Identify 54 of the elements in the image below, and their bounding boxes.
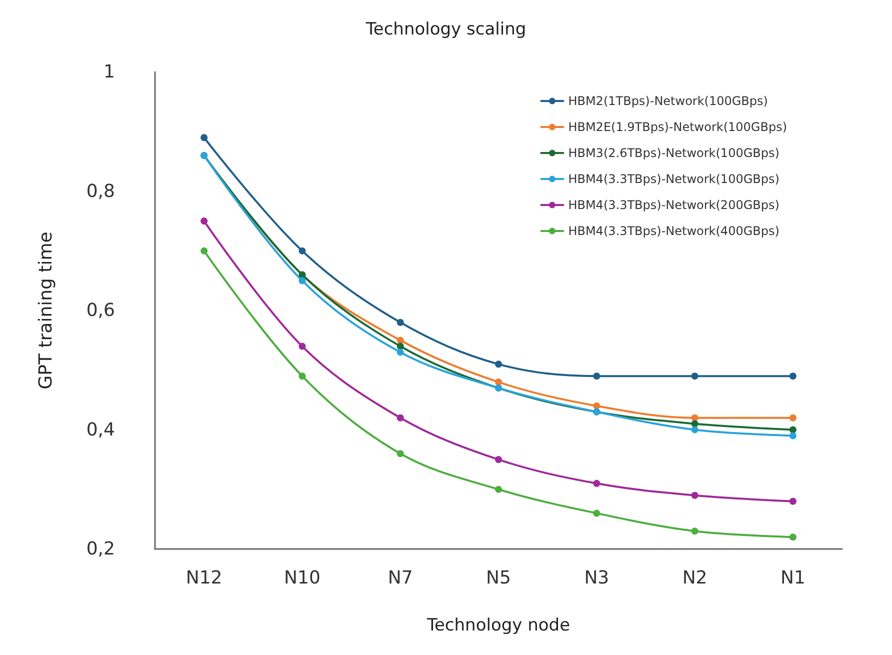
point: [396, 336, 404, 344]
point: [691, 414, 698, 422]
point: [396, 414, 404, 422]
point: [789, 432, 796, 440]
x-tick-label: N10: [284, 568, 320, 588]
x-tick-label: N5: [486, 568, 511, 588]
point: [298, 277, 306, 284]
point: [495, 360, 502, 368]
point: [789, 498, 796, 505]
point: [789, 534, 796, 541]
legend-label: HBM4(3.3TBps)-Network(400GBps): [568, 224, 780, 238]
point: [593, 480, 600, 487]
y-axis-title: GPT training time: [36, 232, 56, 390]
y-tick-label: 0,8: [86, 180, 115, 202]
point: [200, 247, 208, 254]
legend-label: HBM4(3.3TBps)-Network(100GBps): [568, 172, 780, 186]
point: [495, 486, 502, 493]
y-tick-label: 1: [104, 62, 115, 82]
point: [396, 342, 404, 350]
point: [200, 134, 208, 142]
chart-title: Technology scaling: [364, 20, 526, 40]
point: [789, 372, 796, 380]
point: [200, 218, 208, 225]
point: [691, 528, 698, 535]
point: [495, 456, 502, 464]
point: [691, 492, 698, 499]
x-tick-label: N12: [186, 568, 222, 588]
point: [593, 510, 600, 517]
x-tick-label: N3: [584, 568, 610, 588]
point: [396, 450, 404, 458]
legend-label: HBM4(3.3TBps)-Network(200GBps): [568, 198, 780, 212]
point: [789, 426, 796, 434]
point: [593, 402, 600, 410]
x-tick-label: N1: [780, 568, 806, 588]
y-tick-label: 0,4: [86, 419, 115, 440]
point: [298, 247, 306, 254]
legend-label: HBM2(1TBps)-Network(100GBps): [568, 94, 768, 108]
y-tick-label: 0,6: [86, 300, 115, 321]
point: [396, 318, 404, 326]
y-tick-label: 0,2: [86, 538, 115, 560]
point: [298, 372, 306, 380]
point: [593, 372, 600, 380]
legend-label: HBM2E(1.9TBps)-Network(100GBps): [568, 120, 788, 134]
point: [789, 414, 796, 422]
x-tick-label: N2: [682, 568, 708, 588]
point: [495, 378, 502, 386]
x-axis-title: Technology node: [426, 616, 570, 636]
point: [691, 372, 698, 380]
legend-label: HBM3(2.6TBps)-Network(100GBps): [568, 146, 780, 160]
point: [691, 420, 698, 428]
point: [298, 342, 306, 350]
x-tick-label: N7: [388, 568, 413, 588]
point: [691, 426, 698, 434]
point: [396, 348, 404, 356]
